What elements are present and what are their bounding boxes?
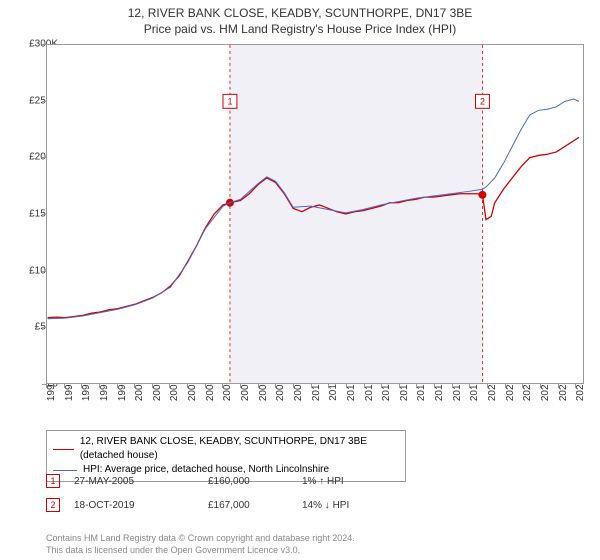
plot-svg: 12 bbox=[47, 45, 583, 383]
sale-marker-2: 2 bbox=[46, 498, 60, 512]
title-block: 12, RIVER BANK CLOSE, KEADBY, SCUNTHORPE… bbox=[0, 0, 600, 36]
sale-price-1: £160,000 bbox=[208, 476, 288, 487]
sale-row-2: 2 18-OCT-2019 £167,000 14% ↓ HPI bbox=[46, 498, 349, 512]
svg-text:1: 1 bbox=[227, 96, 232, 106]
legend-label-price-paid: 12, RIVER BANK CLOSE, KEADBY, SCUNTHORPE… bbox=[80, 435, 399, 463]
sale-delta-1: 1% ↑ HPI bbox=[302, 476, 344, 487]
sale-price-2: £167,000 bbox=[208, 500, 288, 511]
sale-row-1: 1 27-MAY-2005 £160,000 1% ↑ HPI bbox=[46, 474, 344, 488]
footer: Contains HM Land Registry data © Crown c… bbox=[46, 532, 355, 556]
footer-line1: Contains HM Land Registry data © Crown c… bbox=[46, 532, 355, 544]
sale-date-1: 27-MAY-2005 bbox=[74, 476, 194, 487]
sale-date-2: 18-OCT-2019 bbox=[74, 500, 194, 511]
sale-marker-1: 1 bbox=[46, 474, 60, 488]
legend-swatch-price-paid bbox=[53, 449, 74, 450]
legend-swatch-hpi bbox=[53, 470, 77, 471]
footer-line2: This data is licensed under the Open Gov… bbox=[46, 544, 355, 556]
title-subtitle: Price paid vs. HM Land Registry's House … bbox=[0, 22, 600, 36]
legend-item-price-paid: 12, RIVER BANK CLOSE, KEADBY, SCUNTHORPE… bbox=[53, 435, 399, 463]
sale-delta-2: 14% ↓ HPI bbox=[302, 500, 349, 511]
title-address: 12, RIVER BANK CLOSE, KEADBY, SCUNTHORPE… bbox=[0, 6, 600, 20]
svg-text:2: 2 bbox=[480, 96, 485, 106]
plot-area: 12 bbox=[46, 44, 584, 384]
chart-container: 12, RIVER BANK CLOSE, KEADBY, SCUNTHORPE… bbox=[0, 0, 600, 560]
